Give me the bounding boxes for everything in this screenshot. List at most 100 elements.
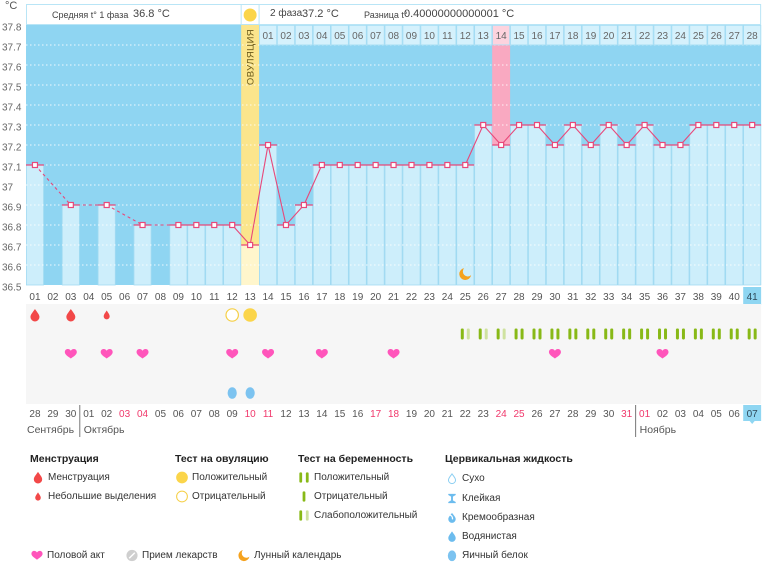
phase2-day-cell [707, 24, 726, 46]
menstruation-drop-icon[interactable] [66, 309, 76, 322]
x-tick-label: 15 [280, 292, 292, 303]
legend-label: Положительный [192, 472, 268, 483]
pregnancy-test-positive-icon[interactable] [693, 328, 703, 340]
temperature-point[interactable] [480, 121, 487, 129]
pregnancy-test-positive-icon[interactable] [568, 328, 578, 340]
temperature-point[interactable] [211, 221, 218, 229]
temperature-point[interactable] [193, 221, 200, 229]
heart-icon[interactable] [136, 349, 149, 359]
x-tick-label: 27 [496, 292, 508, 303]
temperature-point[interactable] [426, 161, 433, 169]
temperature-point[interactable] [623, 141, 630, 149]
temperature-point[interactable] [641, 121, 648, 129]
date-label: 26 [531, 409, 543, 420]
legend-item-sticky: Клейкая [445, 492, 500, 505]
temperature-point[interactable] [605, 121, 612, 129]
temperature-point[interactable] [731, 121, 738, 129]
temperature-point[interactable] [372, 161, 379, 169]
temperature-line-segment [554, 124, 574, 146]
temperature-point[interactable] [569, 121, 576, 129]
temperature-bar [671, 144, 690, 286]
heart-icon[interactable] [226, 349, 239, 359]
temperature-point[interactable] [264, 141, 272, 149]
heart-icon[interactable] [262, 349, 275, 359]
y-tick-label: 37.5 [2, 83, 22, 94]
pregnancy-test-positive-icon[interactable] [711, 328, 721, 340]
temperature-point[interactable] [713, 121, 720, 129]
heart-icon[interactable] [100, 349, 113, 359]
pregnancy-test-positive-icon[interactable] [550, 328, 560, 340]
temperature-point[interactable] [103, 201, 110, 209]
heart-icon[interactable] [387, 349, 400, 359]
ovulation-test-negative-icon[interactable] [225, 308, 239, 322]
pregnancy-test-positive-icon[interactable] [622, 328, 632, 340]
pregnancy-test-positive-icon[interactable] [532, 328, 542, 340]
heart-icon[interactable] [64, 349, 77, 359]
heart-icon[interactable] [548, 349, 561, 359]
temperature-line-segment [303, 164, 323, 206]
pregnancy-test-weak-icon[interactable] [478, 328, 488, 340]
pregnancy-test-weak-icon[interactable] [496, 328, 506, 340]
heart-icon[interactable] [656, 349, 669, 359]
pregnancy-test-positive-icon[interactable] [604, 328, 614, 340]
date-label: 29 [585, 409, 597, 420]
temperature-point[interactable] [551, 141, 559, 149]
temperature-line-segment [34, 164, 72, 206]
temperature-point[interactable] [282, 221, 290, 229]
temperature-point[interactable] [300, 201, 308, 209]
date-label: 27 [549, 409, 561, 420]
temperature-point[interactable] [139, 221, 146, 229]
pregnancy-test-positive-icon[interactable] [747, 328, 757, 340]
temperature-point[interactable] [67, 201, 74, 209]
date-label: 08 [209, 409, 221, 420]
x-tick-label: 19 [352, 292, 364, 303]
temperature-point[interactable] [515, 121, 523, 129]
temperature-point[interactable] [318, 161, 325, 169]
pregnancy-test-positive-icon[interactable] [658, 328, 668, 340]
egg-white-icon[interactable] [227, 387, 237, 399]
phase2-day-label: 18 [567, 31, 579, 42]
date-label: 07 [747, 409, 759, 420]
legend-label: Половой акт [47, 550, 105, 561]
temperature-point[interactable] [354, 161, 361, 169]
spotting-drop-icon[interactable] [103, 310, 110, 320]
temperature-point[interactable] [587, 141, 594, 149]
filled-circle-icon [176, 471, 188, 484]
temperature-point[interactable] [247, 241, 254, 249]
temperature-point[interactable] [677, 141, 684, 149]
x-tick-label: 17 [316, 292, 328, 303]
pregnancy-test-positive-icon[interactable] [675, 328, 685, 340]
legend-item-dry: Сухо [445, 472, 485, 485]
egg-white-icon[interactable] [245, 387, 255, 399]
date-label: 09 [227, 409, 239, 420]
pregnancy-test-positive-icon[interactable] [729, 328, 739, 340]
pregnancy-test-positive-icon[interactable] [586, 328, 596, 340]
temperature-point[interactable] [659, 141, 666, 149]
temperature-bar [545, 144, 564, 286]
temperature-point[interactable] [444, 161, 451, 169]
temperature-point[interactable] [229, 221, 236, 229]
phase2-day-cell [743, 24, 762, 46]
legend-label: Положительный [314, 472, 390, 483]
temperature-point[interactable] [533, 121, 541, 129]
temperature-point[interactable] [336, 161, 343, 169]
temperature-point[interactable] [749, 121, 756, 129]
temperature-point[interactable] [175, 221, 182, 229]
month-label: Ноябрь [640, 424, 677, 436]
pregnancy-test-weak-icon[interactable] [460, 328, 470, 340]
pregnancy-test-positive-icon[interactable] [640, 328, 650, 340]
pregnancy-test-positive-icon[interactable] [514, 328, 524, 340]
date-label: 21 [442, 409, 454, 420]
legend-item-spotting: Небольшие выделения [31, 490, 156, 503]
temperature-point[interactable] [462, 161, 469, 169]
egg-icon [447, 550, 457, 562]
ovulation-test-positive-icon[interactable] [243, 308, 257, 322]
heart-icon[interactable] [315, 349, 328, 359]
menstruation-drop-icon[interactable] [30, 309, 40, 322]
legend-item-creamy: Кремообразная [445, 511, 535, 524]
temperature-point[interactable] [390, 161, 397, 169]
temperature-point[interactable] [31, 161, 39, 169]
temperature-point[interactable] [408, 161, 415, 169]
temperature-point[interactable] [695, 121, 702, 129]
temperature-point[interactable] [498, 141, 505, 149]
